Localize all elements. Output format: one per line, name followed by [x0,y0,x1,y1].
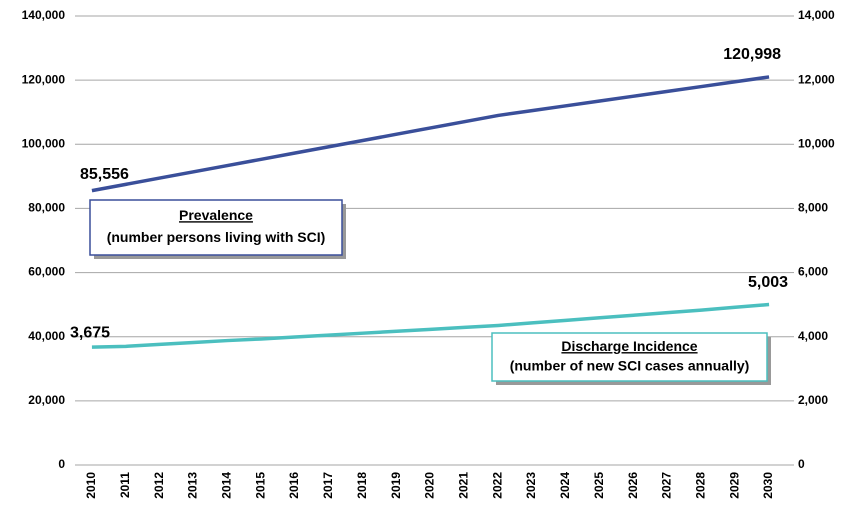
x-tick-label: 2013 [186,472,200,499]
x-tick-label: 2022 [490,472,504,499]
series-line [91,75,770,193]
x-tick-label: 2023 [524,472,538,499]
x-tick-label: 2017 [321,472,335,499]
x-tick-label: 2027 [660,472,674,499]
x-tick-label: 2012 [152,472,166,499]
y2-tick-label: 6,000 [798,265,828,279]
x-tick-label: 2028 [694,472,708,499]
y2-tick-label: 14,000 [798,8,835,22]
y-tick-label: 40,000 [28,329,65,343]
series-line [91,302,770,349]
y2-tick-label: 10,000 [798,136,835,150]
y-tick-label: 20,000 [28,393,65,407]
x-tick-label: 2030 [761,472,775,499]
annotation-box [491,332,768,382]
y2-tick-label: 0 [798,457,805,471]
y-tick-label: 60,000 [28,265,65,279]
data-label: 120,998 [723,46,781,63]
x-tick-label: 2010 [84,472,98,499]
y-tick-label: 120,000 [22,72,66,86]
data-label: 3,675 [70,324,110,341]
annotation-title: Discharge Incidence [561,338,697,354]
y2-tick-label: 12,000 [798,72,835,86]
x-tick-label: 2026 [626,472,640,499]
x-tick-label: 2021 [457,472,471,499]
x-tick-label: 2029 [727,472,741,499]
x-tick-label: 2019 [389,472,403,499]
x-tick-label: 2024 [558,472,572,499]
y2-tick-label: 8,000 [798,201,828,215]
y2-tick-label: 2,000 [798,393,828,407]
x-tick-label: 2011 [118,472,132,498]
x-tick-label: 2014 [220,472,234,499]
x-tick-label: 2025 [592,472,606,499]
x-tick-label: 2015 [253,472,267,499]
data-label: 5,003 [748,274,788,291]
y-tick-label: 80,000 [28,201,65,215]
y-tick-label: 100,000 [22,136,66,150]
annotation-title: Prevalence [179,207,253,223]
annotation-text: (number persons living with SCI) [107,229,326,245]
annotation-text: (number of new SCI cases annually) [510,357,750,373]
y-tick-label: 140,000 [22,8,66,22]
annotation-box [89,199,343,256]
y-tick-label: 0 [58,457,65,471]
x-tick-label: 2016 [287,472,301,499]
x-tick-label: 2018 [355,472,369,499]
y2-tick-label: 4,000 [798,329,828,343]
x-tick-label: 2020 [423,472,437,499]
data-label: 85,556 [80,166,129,183]
